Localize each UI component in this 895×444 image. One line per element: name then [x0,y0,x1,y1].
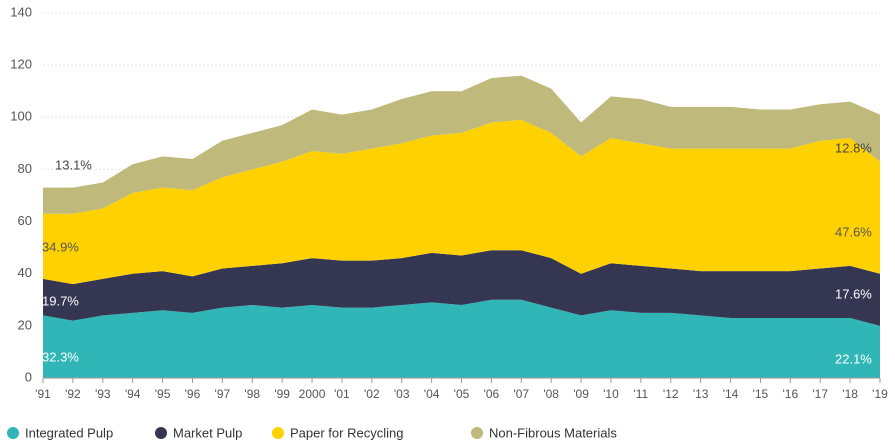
annotation: 17.6% [835,286,872,301]
x-tick-label: '04 [424,387,440,401]
legend-marker [471,427,483,439]
legend-marker [272,427,284,439]
x-tick-label: '07 [513,387,529,401]
area [43,75,880,214]
x-tick-label: '98 [244,387,260,401]
y-tick-label: 140 [10,4,32,19]
area [43,250,880,326]
x-tick-label: '97 [215,387,231,401]
x-tick-label: '01 [334,387,350,401]
x-tick-label: '99 [274,387,290,401]
x-tick-label: '92 [65,387,81,401]
x-tick-label: '17 [812,387,828,401]
legend-label: Paper for Recycling [290,425,403,440]
annotation: 34.9% [42,239,79,254]
x-tick-label: '93 [95,387,111,401]
x-tick-label: '18 [842,387,858,401]
legend-label: Integrated Pulp [25,425,113,440]
x-tick-label: '03 [394,387,410,401]
legend-label: Non-Fibrous Materials [489,425,617,440]
x-tick-label: '02 [364,387,380,401]
x-tick-label: '05 [454,387,470,401]
x-tick-label: '08 [543,387,559,401]
area [43,299,880,378]
x-tick-label: '10 [603,387,619,401]
annotation: 12.8% [835,140,872,155]
y-tick-label: 120 [10,57,32,72]
x-tick-label: '96 [185,387,201,401]
x-tick-label: '09 [573,387,589,401]
x-tick-label: '13 [693,387,709,401]
y-tick-label: 100 [10,109,32,124]
x-tick-label: '19 [872,387,888,401]
x-tick-label: '15 [753,387,769,401]
x-tick-label: '14 [723,387,739,401]
x-tick-label: '91 [35,387,51,401]
y-tick-label: 80 [18,161,32,176]
x-tick-label: '11 [633,387,648,401]
annotation: 32.3% [42,349,79,364]
area [43,119,880,285]
legend-marker [155,427,167,439]
annotation: 22.1% [835,351,872,366]
x-tick-label: 2000 [299,387,326,401]
annotation: 13.1% [55,157,92,172]
annotation: 19.7% [42,293,79,308]
y-tick-label: 60 [18,213,32,228]
y-tick-label: 0 [25,369,32,384]
x-tick-label: '16 [783,387,799,401]
y-tick-label: 20 [18,317,32,332]
legend-label: Market Pulp [173,425,242,440]
x-tick-label: '95 [155,387,171,401]
x-tick-label: '12 [663,387,679,401]
legend-marker [7,427,19,439]
y-tick-label: 40 [18,265,32,280]
x-tick-label: '94 [125,387,141,401]
annotation: 47.6% [835,224,872,239]
x-tick-label: '06 [484,387,500,401]
